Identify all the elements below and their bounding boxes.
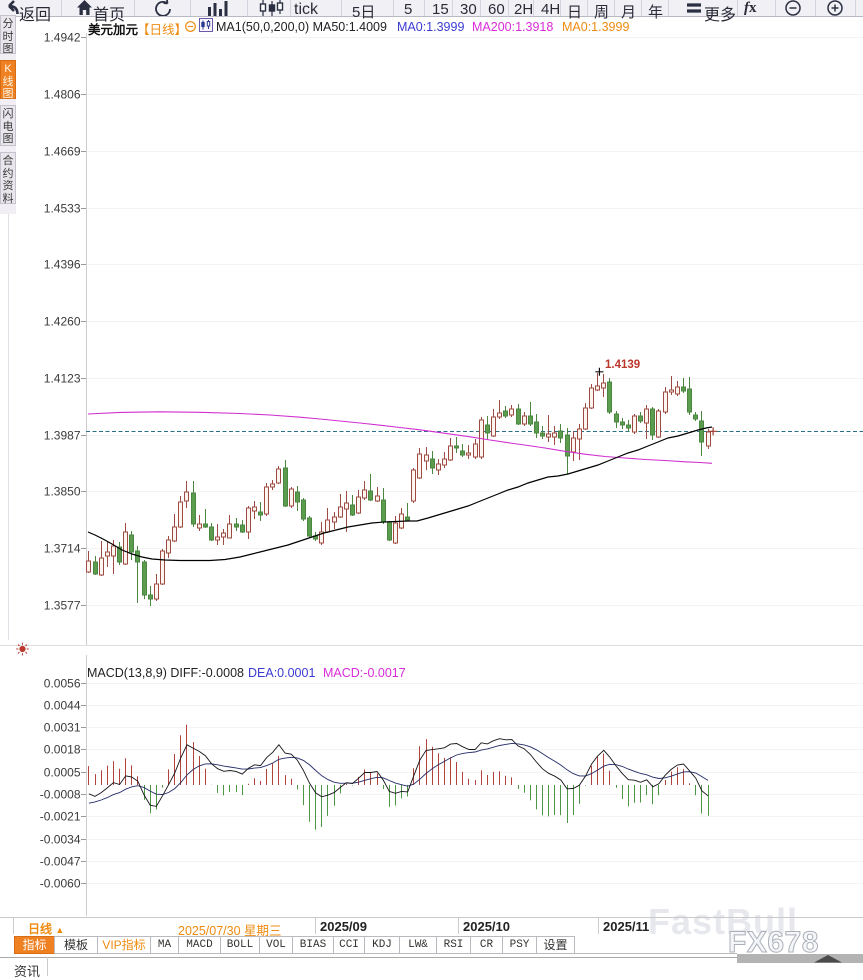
svg-text:1.4942: 1.4942 [44, 31, 81, 45]
svg-text:1.4533: 1.4533 [44, 202, 81, 216]
svg-text:1.3714: 1.3714 [44, 542, 81, 556]
svg-text:1.4260: 1.4260 [44, 315, 81, 329]
svg-text:FX678: FX678 [728, 926, 819, 959]
svg-text:1.4139: 1.4139 [605, 359, 640, 371]
svg-text:1.4123: 1.4123 [44, 372, 81, 386]
svg-text:1.3987: 1.3987 [44, 429, 81, 443]
svg-text:MACD(13,8,9) DIFF:-0.0008: MACD(13,8,9) DIFF:-0.0008 [87, 666, 244, 680]
svg-text:MACD:-0.0017: MACD:-0.0017 [323, 666, 406, 680]
svg-text:1.4669: 1.4669 [44, 145, 81, 159]
svg-text:1.4396: 1.4396 [44, 258, 81, 272]
svg-text:-0.0021: -0.0021 [40, 810, 81, 824]
svg-text:1.3850: 1.3850 [44, 485, 81, 499]
svg-text:-0.0008: -0.0008 [40, 788, 81, 802]
svg-text:1.4806: 1.4806 [44, 88, 81, 102]
svg-text:0.0018: 0.0018 [44, 743, 81, 757]
svg-text:DEA:0.0001: DEA:0.0001 [248, 666, 315, 680]
svg-text:0.0044: 0.0044 [44, 699, 81, 713]
svg-text:0.0056: 0.0056 [44, 677, 81, 691]
svg-text:0.0005: 0.0005 [44, 766, 81, 780]
svg-text:-0.0047: -0.0047 [40, 855, 81, 869]
svg-text:-0.0034: -0.0034 [40, 833, 81, 847]
svg-text:-0.0060: -0.0060 [40, 877, 81, 891]
svg-text:1.3577: 1.3577 [44, 599, 81, 613]
svg-text:0.0031: 0.0031 [44, 721, 81, 735]
